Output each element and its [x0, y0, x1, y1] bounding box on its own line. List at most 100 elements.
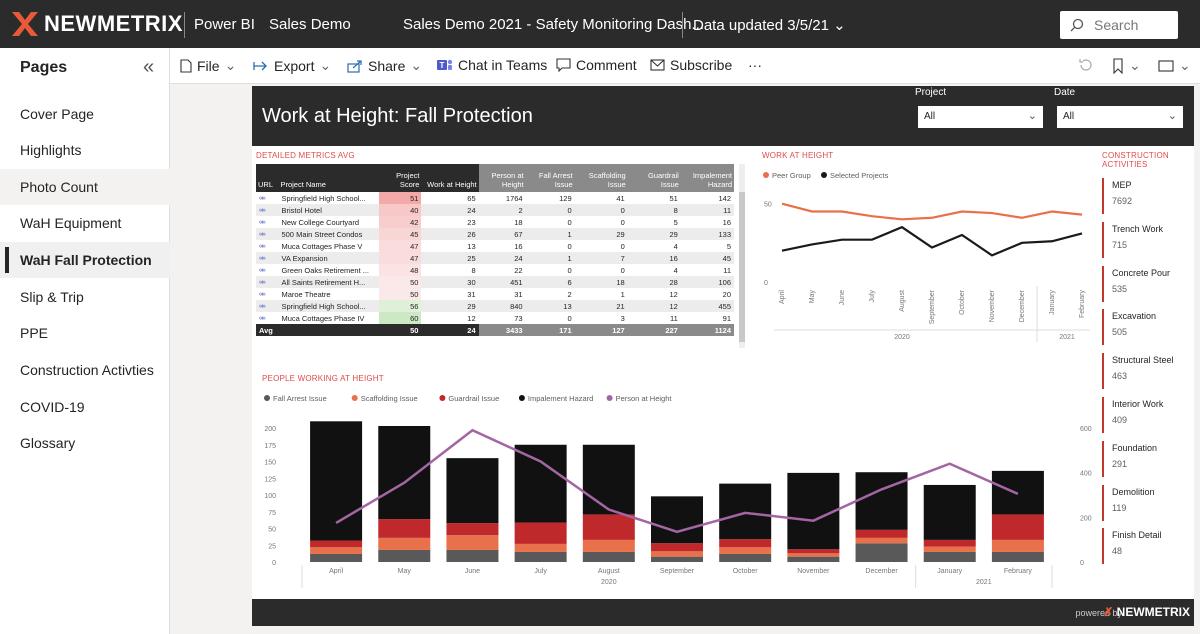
metric-cell: 5 [673, 217, 678, 227]
average-cell: 171 [525, 324, 575, 336]
bar-segment-guardrail-issue [582, 514, 635, 540]
col-header-person-at-height[interactable]: Person at Height [478, 164, 526, 192]
project-name-cell: Springfield High School... [281, 193, 366, 203]
more-options-button[interactable]: ··· [748, 57, 762, 73]
project-slicer[interactable]: All ⌄ [918, 106, 1043, 128]
metric-cell: 29 [574, 228, 628, 240]
chat-in-teams-button[interactable]: T Chat in Teams [436, 57, 547, 73]
bar-segment-impalement-hazard [514, 444, 567, 523]
share-menu[interactable]: Share ⌄ [347, 57, 422, 74]
url-link-icon[interactable]: ⚮ [256, 276, 279, 288]
metric-cell: 11 [670, 313, 678, 323]
table-row[interactable]: ⚮ Green Oaks Retirement ... 48 8 22 0 0 4 11 [256, 264, 734, 276]
page-item-highlights[interactable]: Highlights [20, 142, 82, 158]
collapse-icon[interactable]: « [143, 56, 155, 78]
chevron-down-icon: ⌄ [410, 57, 423, 73]
page-item-construction-activities[interactable]: Construction Activties [20, 362, 154, 378]
metric-cell: 0 [620, 241, 625, 251]
table-row[interactable]: ⚮ Muca Cottages Phase IV 60 12 73 0 3 11 91 [256, 312, 734, 324]
table-scrollbar[interactable] [739, 164, 745, 348]
search-input[interactable]: Search [1060, 11, 1178, 39]
brand-logo[interactable]: NEWMETRIX [10, 8, 183, 40]
metric-cell: 455 [680, 300, 734, 312]
url-link-icon[interactable]: ⚮ [259, 193, 266, 203]
col-header-guardrail-issue[interactable]: Guardrail Issue [627, 164, 681, 192]
col-header-url[interactable]: URL [256, 164, 279, 192]
table-row[interactable]: ⚮ VA Expansion 47 25 24 1 7 16 45 [256, 252, 734, 264]
page-item-photo-count[interactable]: Photo Count [0, 169, 170, 205]
workspace-name[interactable]: Sales Demo [269, 16, 351, 33]
metric-cell: 18 [514, 217, 523, 227]
activity-value: 535 [1112, 283, 1128, 294]
chevron-down-icon: ⌄ [1179, 57, 1191, 73]
legend-marker [821, 172, 827, 178]
page-item-ppe[interactable]: PPE [20, 325, 49, 341]
metric-cell: 24 [478, 252, 526, 264]
chat-in-teams-label: Chat in Teams [458, 57, 548, 73]
url-link-icon[interactable]: ⚮ [259, 241, 266, 251]
metric-cell: 2 [567, 289, 572, 299]
bookmark-menu[interactable]: ⌄ [1112, 57, 1141, 74]
subscribe-label: Subscribe [670, 57, 733, 73]
table-row[interactable]: ⚮ Bristol Hotel 40 24 2 0 0 8 11 [256, 204, 734, 216]
scrollbar-thumb[interactable] [739, 192, 745, 342]
teams-icon: T [437, 59, 453, 70]
accent-bar [1102, 265, 1104, 302]
table-row[interactable]: ⚮ Springfield High School... 51 65 1764 129 41… [256, 192, 734, 204]
table-row[interactable]: ⚮ Muca Cottages Phase V 47 13 16 0 0 4 5 [256, 240, 734, 252]
comment-button[interactable]: Comment [556, 57, 637, 73]
date-slicer[interactable]: All ⌄ [1057, 106, 1183, 128]
x-tick-label: June [839, 290, 846, 305]
col-header-fall-arrest-issue[interactable]: Fall Arrest Issue [525, 164, 575, 192]
table-row[interactable]: ⚮ 500 Main Street Condos 45 26 67 1 29 29 133 [256, 228, 734, 240]
project-name-cell: Muca Cottages Phase V [281, 241, 363, 251]
page-item-wah-equipment[interactable]: WaH Equipment [20, 215, 122, 231]
project-slicer-label: Project [915, 87, 947, 98]
table-row[interactable]: ⚮ New College Courtyard 42 23 18 0 0 5 16 [256, 216, 734, 228]
metric-cell: 45 [680, 252, 734, 264]
page-item-cover-page[interactable]: Cover Page [20, 106, 94, 122]
url-link-icon[interactable]: ⚮ [259, 313, 266, 323]
page-item-slip-trip[interactable]: Slip & Trip [20, 289, 84, 305]
view-menu[interactable]: ⌄ [1158, 57, 1191, 74]
col-header-impalement-hazard[interactable]: Impalement Hazard [680, 164, 734, 192]
col-header-project-name[interactable]: Project Name [278, 164, 379, 192]
metric-cell: 45 [378, 228, 422, 240]
url-link-icon[interactable]: ⚮ [256, 204, 279, 216]
table-row[interactable]: ⚮ All Saints Retirement H... 50 30 451 6 18 28 1… [256, 276, 734, 288]
table-row[interactable]: ⚮ Springfield High School... 56 29 840 13 21 12… [256, 300, 734, 312]
table-row[interactable]: ⚮ Maroe Theatre 50 31 31 2 1 12 20 [256, 288, 734, 300]
x-tick-label: July [534, 568, 547, 575]
url-link-icon[interactable]: ⚮ [259, 265, 266, 275]
subscribe-button[interactable]: Subscribe [650, 57, 732, 73]
export-menu[interactable]: Export ⌄ [253, 57, 331, 74]
data-updated-dropdown[interactable]: Data updated 3/5/21 ⌄ [693, 16, 846, 34]
bar-segment-scaffolding-issue [923, 546, 976, 552]
metric-cell: 12 [627, 300, 681, 312]
metric-cell: 16 [514, 241, 523, 251]
url-link-icon[interactable]: ⚮ [256, 300, 279, 312]
year-label: 2021 [976, 579, 992, 586]
metric-cell: 67 [478, 228, 526, 240]
url-link-icon[interactable]: ⚮ [259, 289, 266, 299]
reset-button[interactable] [1078, 57, 1094, 73]
app-name[interactable]: Power BI [194, 16, 255, 33]
col-header-work-at-height[interactable]: Work at Height [421, 164, 479, 192]
bar-segment-fall-arrest-issue [719, 553, 772, 562]
report-canvas: Work at Height: Fall Protection Project … [252, 86, 1194, 626]
col-header-project-score[interactable]: Project Score [378, 164, 422, 192]
legend-marker [439, 395, 446, 401]
page-item-covid-19[interactable]: COVID-19 [20, 399, 85, 415]
accent-bar [1102, 484, 1104, 521]
page-item-glossary[interactable]: Glossary [20, 435, 76, 451]
url-link-icon[interactable]: ⚮ [256, 252, 279, 264]
url-link-icon[interactable]: ⚮ [259, 217, 266, 227]
file-menu[interactable]: File ⌄ [180, 57, 236, 74]
x-tick-label: June [465, 568, 480, 575]
page-item-wah-fall-protection[interactable]: WaH Fall Protection [0, 242, 170, 278]
url-link-icon[interactable]: ⚮ [256, 228, 279, 240]
col-header-scaffolding-issue[interactable]: Scaffolding Issue [574, 164, 628, 192]
metric-cell: 0 [620, 217, 625, 227]
activity-value: 7692 [1112, 196, 1133, 206]
bar-segment-impalement-hazard [378, 425, 431, 520]
